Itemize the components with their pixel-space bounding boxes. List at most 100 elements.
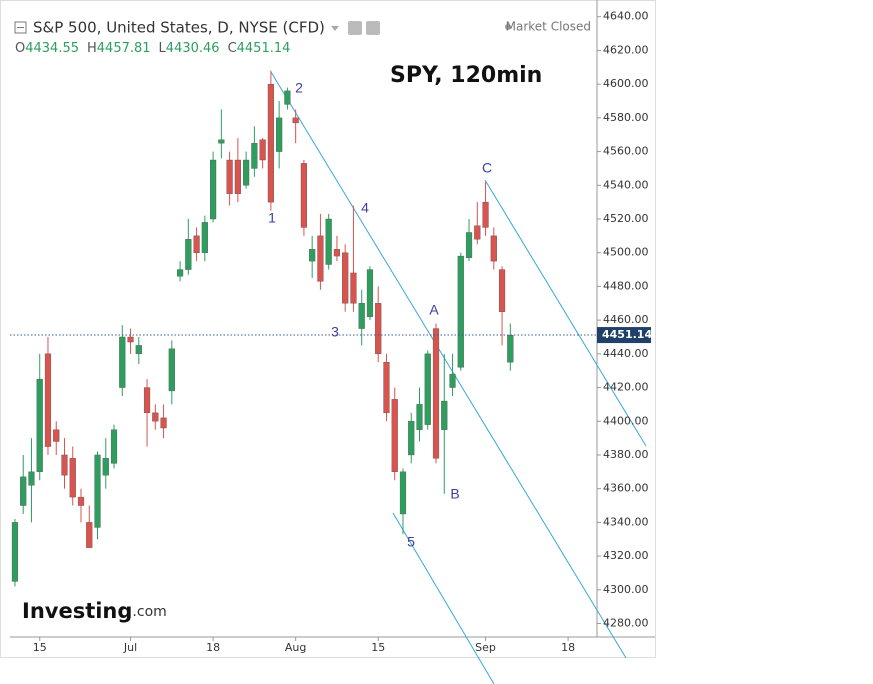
status-dot: [505, 24, 511, 30]
candle-body: [168, 348, 175, 392]
settings-icon[interactable]: [348, 21, 362, 35]
candle-body: [441, 400, 448, 430]
y-tick-label: 4540.00: [603, 178, 649, 191]
wave-label: B: [450, 486, 459, 502]
candle-body: [474, 225, 481, 240]
y-tick-label: 4480.00: [603, 279, 649, 292]
candle-body: [325, 218, 332, 265]
y-tick-label: 4580.00: [603, 111, 649, 124]
candle-body: [20, 476, 27, 506]
ohlc-value: 4457.81: [97, 41, 151, 56]
y-tick-label: 4560.00: [603, 145, 649, 158]
y-tick-label: 4500.00: [603, 246, 649, 259]
brand-logo: Investing.com: [22, 599, 167, 623]
y-tick-label: 4380.00: [603, 448, 649, 461]
candle-body: [267, 83, 274, 203]
chart-title: S&P 500, United States, D, NYSE (CFD): [33, 19, 325, 37]
candle-body: [226, 159, 233, 194]
x-tick-label: Aug: [285, 641, 306, 654]
candle-body: [201, 222, 208, 253]
candle-body: [119, 336, 126, 388]
candle-body: [69, 458, 76, 498]
candle-body: [218, 139, 225, 144]
ohlc-value: 4434.55: [25, 41, 79, 56]
y-tick-label: 4360.00: [603, 482, 649, 495]
chart-frame: [0, 0, 656, 658]
candle-body: [259, 139, 266, 161]
wave-label: 2: [295, 80, 303, 96]
candle-body: [490, 235, 497, 262]
y-tick-label: 4460.00: [603, 313, 649, 326]
candle-body: [309, 249, 316, 262]
y-tick-label: 4600.00: [603, 77, 649, 90]
candle-body: [44, 353, 52, 447]
candle-body: [366, 269, 374, 317]
candle-body: [342, 252, 349, 304]
y-tick-label: 4440.00: [603, 347, 649, 360]
candle-body: [317, 235, 324, 282]
candle-body: [300, 163, 308, 228]
last-price-label: 4451.14: [602, 328, 652, 341]
candle-body: [11, 522, 19, 582]
candle-body: [243, 159, 250, 186]
wave-label: A: [429, 302, 439, 318]
candle-body: [457, 255, 464, 368]
collapse-icon[interactable]: [14, 21, 27, 34]
candle-body: [416, 404, 423, 430]
wave-label: 1: [268, 210, 276, 226]
candle-body: [424, 353, 431, 425]
brand-suffix: .com: [132, 604, 166, 620]
y-tick-label: 4320.00: [603, 549, 649, 562]
candle-body: [77, 496, 85, 506]
dropdown-arrow[interactable]: [331, 26, 339, 31]
x-tick-label: 18: [206, 641, 220, 654]
candle-body: [276, 117, 283, 152]
y-tick-label: 4280.00: [603, 617, 649, 630]
candle-body: [127, 336, 134, 343]
y-tick-label: 4520.00: [603, 212, 649, 225]
candle-body: [465, 232, 473, 258]
candle-body: [333, 249, 341, 257]
candle-body: [160, 417, 167, 429]
y-tick-label: 4340.00: [603, 515, 649, 528]
market-status: Market Closed: [506, 20, 591, 34]
ohlc-legend: O4434.55 H4457.81 L4430.46 C4451.14: [15, 41, 290, 56]
brand-name: Investing: [22, 599, 132, 623]
wave-label: C: [482, 160, 492, 176]
trend-lines: [270, 71, 647, 684]
ohlc-value: 4451.14: [237, 41, 291, 56]
candle-body: [391, 399, 398, 473]
candle-body: [176, 269, 184, 277]
candle-body: [432, 328, 440, 459]
candle-body: [36, 378, 43, 473]
ohlc-value: 4430.46: [166, 41, 220, 56]
candle-body: [94, 454, 101, 528]
candle-body: [383, 362, 390, 414]
candle-body: [449, 373, 456, 388]
candle-body: [61, 454, 68, 476]
x-tick-label: Jul: [123, 641, 137, 654]
y-tick-label: 4620.00: [603, 43, 649, 56]
candle-body: [86, 522, 93, 548]
candle-body: [152, 412, 159, 422]
wave-label: 3: [331, 324, 339, 340]
ohlc-key: C: [228, 41, 237, 56]
last-price-box: [597, 327, 651, 344]
y-tick-label: 4300.00: [603, 583, 649, 596]
candle-body: [350, 272, 357, 304]
candle-body: [292, 117, 299, 124]
candle-body: [185, 239, 192, 270]
trend-line: [270, 71, 627, 659]
settings-icon[interactable]: [366, 21, 380, 35]
wave-label: 5: [407, 534, 415, 550]
candle-body: [498, 269, 506, 312]
candle-body: [408, 421, 415, 456]
candle-body: [193, 235, 200, 253]
trend-line: [392, 512, 495, 684]
candle-body: [28, 471, 35, 486]
ohlc-key: H: [87, 41, 97, 56]
x-tick-label: 15: [371, 641, 385, 654]
candle-body: [135, 345, 142, 355]
y-tick-label: 4400.00: [603, 414, 649, 427]
